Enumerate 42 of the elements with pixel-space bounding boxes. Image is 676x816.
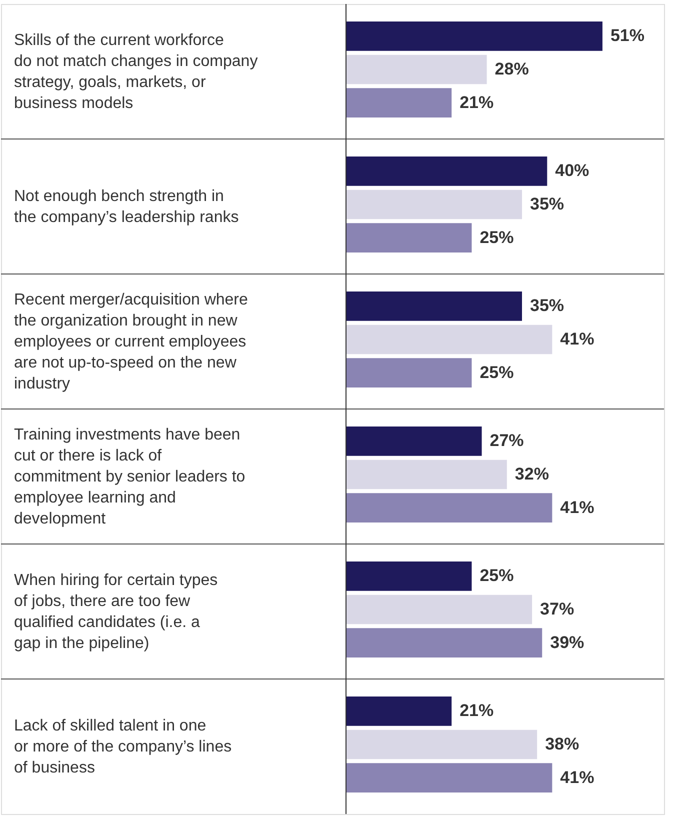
bar	[346, 562, 472, 591]
bar	[346, 594, 532, 624]
data-label: 41%	[560, 498, 594, 517]
bar	[346, 426, 482, 456]
data-label: 21%	[460, 701, 494, 720]
data-label: 27%	[490, 431, 524, 450]
data-label: 32%	[514, 464, 549, 484]
bar	[346, 628, 542, 658]
bar	[346, 22, 602, 51]
y-tick-label: Recent merger/acquisition where the organization brought in new employees or current employees are not up-to-speed on the new industry	[14, 292, 248, 392]
y-tick-label: When hiring for certain types of jobs, there are too few qualified candidates (i.e. a gap in the pipeline)	[14, 572, 218, 652]
bar	[346, 763, 552, 792]
data-label: 41%	[560, 330, 594, 348]
data-label: 21%	[460, 92, 494, 112]
y-tick-label: Lack of skilled talent in one or more of the company’s lines of business	[14, 718, 232, 776]
data-label: 40%	[555, 161, 590, 180]
y-tick-label: Not enough bench strength in the company’s leadership ranks	[14, 188, 239, 226]
bar	[346, 54, 487, 84]
bar	[346, 156, 548, 186]
bar	[346, 292, 522, 321]
bar	[346, 223, 472, 252]
bar	[346, 460, 507, 490]
bar	[346, 88, 452, 118]
bar	[346, 324, 552, 354]
data-label: 51%	[610, 26, 644, 46]
data-label: 39%	[550, 632, 584, 652]
data-label: 25%	[480, 228, 514, 247]
data-label: 35%	[530, 194, 564, 214]
data-label: 41%	[560, 768, 594, 787]
data-label: 25%	[480, 362, 514, 382]
data-label: 38%	[545, 734, 580, 754]
bar	[346, 493, 552, 522]
bar	[346, 730, 538, 760]
y-tick-label: Skills of the current workforce do not match changes in company strategy, goals, markets, or business models	[14, 32, 258, 112]
y-tick-label: Training investments have been cut or there is lack of commitment by senior leaders to employee learning and development	[14, 426, 246, 528]
data-label: 37%	[540, 600, 574, 618]
data-label: 28%	[494, 60, 529, 78]
data-label: 25%	[480, 566, 514, 586]
bar	[346, 358, 472, 388]
data-label: 35%	[530, 296, 564, 316]
bar	[346, 190, 522, 220]
bar	[346, 696, 452, 726]
